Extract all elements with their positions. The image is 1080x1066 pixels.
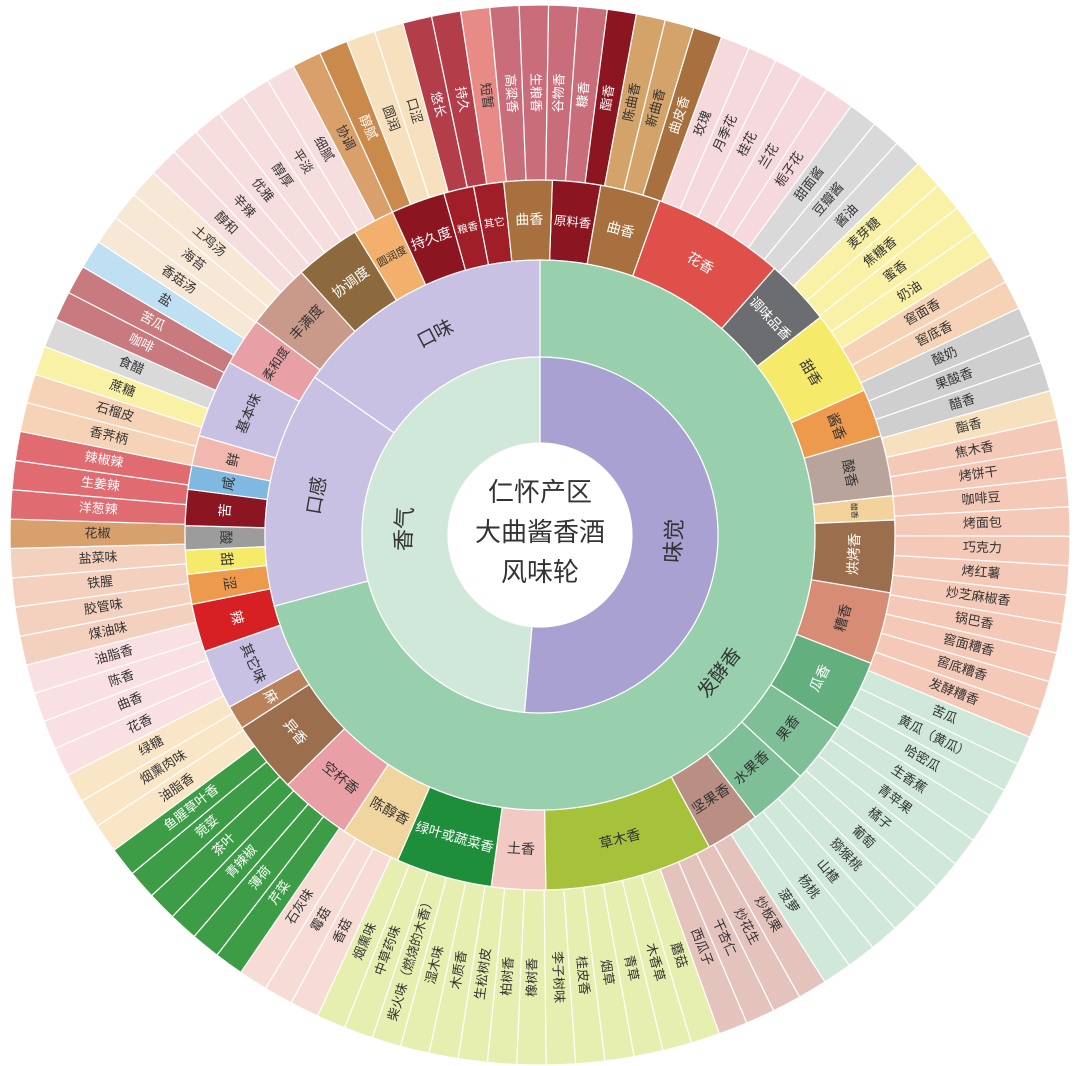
outer-ring: 原料香 曲香花香调味品香甜香酱香酸香醋香烘烤香糟香瓜香果香水果香坚果香草木香土香绿… bbox=[184, 179, 896, 891]
leaf-label: 桂皮香 bbox=[573, 955, 592, 995]
leaf-label: 高粱香 bbox=[501, 73, 520, 113]
leaf-label: 糠香 bbox=[574, 81, 593, 108]
leaf-label: 青草 bbox=[621, 954, 641, 983]
leaf-label: 盐菜味 bbox=[78, 550, 118, 567]
leaf-label: 李子树味 bbox=[549, 951, 566, 1004]
leaf-label: 辣椒辣 bbox=[83, 450, 124, 471]
inner-ring: 味觉 香气 bbox=[361, 356, 719, 714]
inner-label: 味觉 bbox=[661, 518, 688, 563]
leaf-ring: 悠长 持久 短暂 高粱香 生粮香 谷物香 糠香 酯香 陈曲香 新曲香曲皮香玫瑰月季花桂花兰花栀子花… bbox=[9, 4, 1071, 1066]
leaf-label: 生姜辣 bbox=[80, 475, 120, 494]
outer-label: 醋香 bbox=[849, 503, 860, 520]
center-title-line-2: 大曲酱香酒 bbox=[475, 518, 605, 548]
leaf-label: 悠长 bbox=[427, 90, 448, 119]
outer-label: 酸香 bbox=[838, 458, 859, 489]
outer-label: 涩 bbox=[220, 575, 238, 591]
center-title-line-3: 风味轮 bbox=[501, 558, 579, 588]
outer-label: 甜 bbox=[217, 552, 234, 567]
leaf-label: 醋香 bbox=[947, 391, 977, 414]
leaf-label: 谷物香 bbox=[551, 73, 568, 113]
leaf-label: 烤饼干 bbox=[958, 465, 999, 485]
outer-label: 鲜 bbox=[225, 451, 244, 468]
center-title-line-1: 仁怀产区 bbox=[488, 478, 592, 508]
leaf-label: 洋葱辣 bbox=[78, 501, 118, 518]
leaf-label: 铁腥 bbox=[86, 574, 113, 592]
leaf-label: 木质香 bbox=[449, 950, 471, 991]
leaf-label: 焦木香 bbox=[954, 439, 995, 461]
leaf-label: 持久 bbox=[452, 85, 471, 113]
inner-label: 香气 bbox=[392, 507, 419, 552]
outer-label: 曲香 bbox=[605, 219, 636, 242]
leaf-label: 酯香 bbox=[955, 416, 984, 437]
leaf-label: 短暂 bbox=[477, 82, 495, 110]
leaf-label: 烟草 bbox=[597, 959, 616, 987]
leaf-label: 烤面包 bbox=[963, 516, 1002, 532]
leaf-label: 烤红薯 bbox=[961, 563, 1001, 582]
leaf-label: 巧克力 bbox=[963, 540, 1002, 556]
leaf-label: 花椒 bbox=[84, 525, 110, 541]
outer-label: 辣 bbox=[226, 609, 245, 627]
leaf-label: 橡树香 bbox=[525, 958, 541, 997]
outer-label: 酸 bbox=[217, 530, 233, 544]
outer-label: 曲香 bbox=[515, 212, 544, 229]
outer-label: 烘烤香 bbox=[845, 533, 864, 576]
outer-label: 糟香 bbox=[832, 602, 855, 633]
outer-label: 其它 bbox=[483, 215, 506, 231]
outer-label: 土香 bbox=[506, 841, 535, 859]
outer-label: 咸 bbox=[220, 475, 238, 491]
leaf-label: 胶管味 bbox=[83, 596, 124, 618]
leaf-label: 咖啡豆 bbox=[961, 490, 1001, 508]
leaf-label: 生松树皮 bbox=[473, 947, 494, 1001]
outer-label: 粮香 bbox=[456, 219, 480, 237]
leaf-label: 生粮香 bbox=[527, 73, 542, 112]
outer-label: 苦 bbox=[217, 503, 234, 518]
center-disc bbox=[448, 443, 632, 627]
leaf-label: 口涩 bbox=[403, 96, 425, 125]
leaf-label: 柏树香 bbox=[499, 956, 517, 996]
outer-label: 原料香 bbox=[553, 212, 592, 231]
leaf-label: 锅巴香 bbox=[953, 609, 994, 632]
leaf-label: 酯香 bbox=[599, 84, 618, 112]
